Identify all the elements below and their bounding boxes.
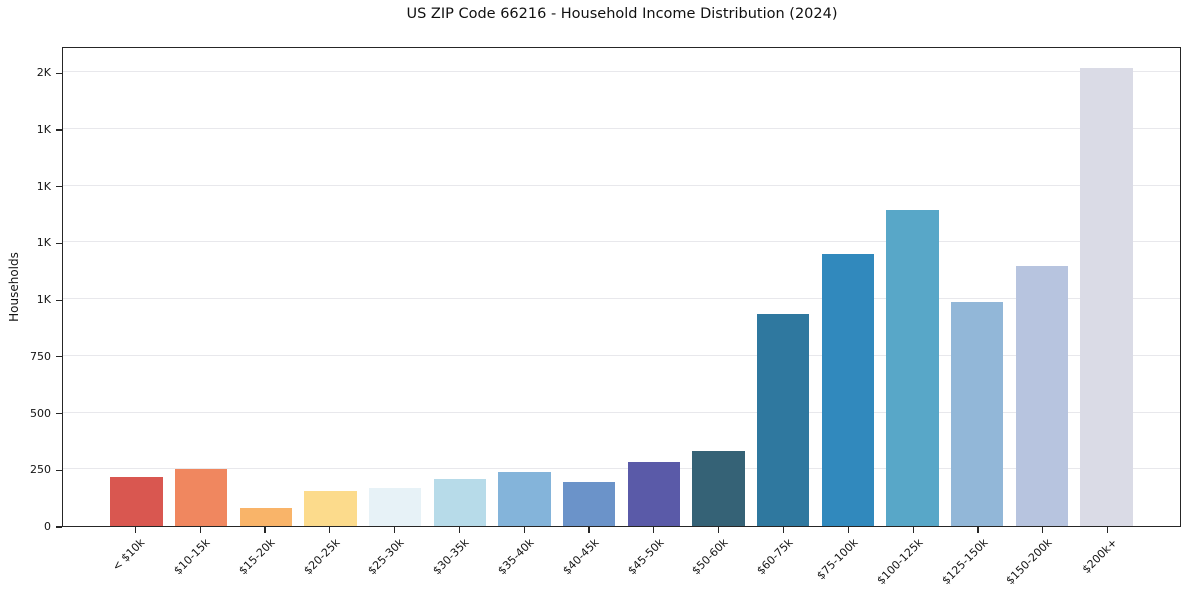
x-axis: < $10k $10-15k $15-20k $20-25k $25-30k $30-35… bbox=[62, 527, 1181, 590]
x-tick-mark bbox=[847, 527, 849, 533]
bar-slot bbox=[622, 48, 687, 526]
y-tick-mark bbox=[56, 186, 62, 188]
y-tick-label: 1K bbox=[36, 293, 51, 307]
x-tick-mark bbox=[523, 527, 525, 533]
gridline bbox=[63, 241, 1180, 243]
gridline bbox=[63, 354, 1180, 356]
x-tick-label: $45-50k bbox=[624, 536, 667, 578]
gridline bbox=[63, 184, 1180, 186]
x-tick-mark bbox=[264, 527, 266, 533]
gridline bbox=[63, 128, 1180, 130]
gridline bbox=[63, 411, 1180, 413]
bar-slot bbox=[169, 48, 234, 526]
y-tick-mark bbox=[56, 526, 62, 528]
x-tick-label: $125-150k bbox=[939, 536, 991, 588]
y-tick-label: 1K bbox=[36, 123, 51, 137]
x-tick-mark bbox=[977, 527, 979, 533]
x-tick-label: $50-60k bbox=[689, 536, 731, 578]
y-tick-label: 1K bbox=[36, 179, 51, 193]
x-tick-mark bbox=[653, 527, 655, 533]
y-tick-mark bbox=[56, 72, 62, 74]
bar-$20-25k bbox=[304, 491, 357, 526]
bar-slot bbox=[557, 48, 622, 526]
bar-slot bbox=[686, 48, 751, 526]
x-tick-mark bbox=[134, 527, 136, 533]
bar-slot bbox=[233, 48, 298, 526]
x-tick-mark bbox=[199, 527, 201, 533]
bar-$45-50k bbox=[627, 461, 681, 526]
bar-slot bbox=[363, 48, 428, 526]
x-tick-label: $30-35k bbox=[430, 536, 472, 578]
bar-slot bbox=[880, 48, 945, 526]
bar-$15-20k bbox=[239, 508, 292, 526]
x-tick-label: $25-30k bbox=[365, 536, 407, 578]
bar-slot bbox=[427, 48, 492, 526]
y-tick-mark bbox=[56, 356, 62, 358]
gridline bbox=[63, 71, 1180, 73]
x-tick-label: $75-100k bbox=[814, 536, 861, 583]
x-tick-label: $200k+ bbox=[1079, 536, 1120, 577]
x-tick-mark bbox=[912, 527, 914, 533]
y-tick-label: 250 bbox=[30, 463, 51, 477]
bar-slot bbox=[104, 48, 169, 526]
x-tick-label: < $10k bbox=[110, 536, 148, 574]
bar-slot bbox=[1074, 48, 1139, 526]
bar-slot bbox=[1010, 48, 1075, 526]
y-tick-mark bbox=[56, 412, 62, 415]
bar-$35-40k bbox=[498, 472, 551, 526]
bar-$100-125k bbox=[886, 209, 939, 526]
x-tick-label: $40-45k bbox=[560, 536, 602, 578]
x-tick-label: $35-40k bbox=[495, 536, 537, 578]
x-tick-mark bbox=[718, 527, 720, 533]
y-tick-mark bbox=[56, 129, 62, 131]
x-tick-mark bbox=[1106, 527, 1109, 533]
y-tick-label: 1K bbox=[36, 236, 51, 250]
bars-container bbox=[104, 48, 1139, 526]
bar-$200k+ bbox=[1080, 68, 1133, 526]
x-tick-mark bbox=[1042, 527, 1044, 533]
y-tick-label: 750 bbox=[30, 349, 51, 363]
bar-slot bbox=[298, 48, 363, 526]
bar-slot bbox=[751, 48, 816, 526]
bar-$40-45k bbox=[562, 481, 616, 526]
bar-$125-150k bbox=[951, 302, 1004, 526]
x-tick-label: $20-25k bbox=[300, 536, 343, 578]
x-tick-label: $15-20k bbox=[235, 536, 278, 578]
bar-$25-30k bbox=[368, 487, 422, 526]
x-tick-label: $150-200k bbox=[1003, 536, 1055, 588]
y-tick-label: 0 bbox=[44, 520, 51, 533]
y-tick-mark bbox=[56, 469, 62, 471]
gridline bbox=[63, 468, 1180, 470]
x-tick-mark bbox=[782, 527, 785, 533]
bar-$75-100k bbox=[821, 254, 875, 526]
x-tick-mark bbox=[588, 527, 590, 533]
bar-slot bbox=[816, 48, 881, 526]
y-tick-mark bbox=[56, 242, 62, 245]
y-tick-label: 2K bbox=[36, 66, 51, 80]
bar-$30-35k bbox=[433, 478, 486, 526]
x-tick-mark bbox=[394, 527, 396, 533]
x-tick-label: $10-15k bbox=[171, 536, 213, 578]
bar-$150-200k bbox=[1015, 266, 1069, 526]
bar-$60-75k bbox=[757, 313, 810, 526]
chart-title: US ZIP Code 66216 - Household Income Dis… bbox=[406, 6, 838, 22]
bar-slot bbox=[945, 48, 1010, 526]
y-tick-label: 500 bbox=[30, 406, 51, 420]
x-tick-label: $60-75k bbox=[754, 536, 796, 578]
plot-area bbox=[62, 47, 1181, 527]
bar-< $10k bbox=[110, 477, 163, 526]
x-tick-mark bbox=[458, 527, 461, 533]
bar-$50-60k bbox=[692, 451, 745, 526]
bar-$10-15k bbox=[174, 469, 228, 526]
y-axis: 0 250 500 750 1K 1K 1K 1K 2K bbox=[0, 47, 62, 533]
gridline bbox=[63, 298, 1180, 300]
x-tick-label: $100-125k bbox=[874, 536, 926, 588]
y-tick-mark bbox=[56, 299, 62, 301]
x-tick-mark bbox=[329, 527, 331, 533]
bar-slot bbox=[492, 48, 557, 526]
